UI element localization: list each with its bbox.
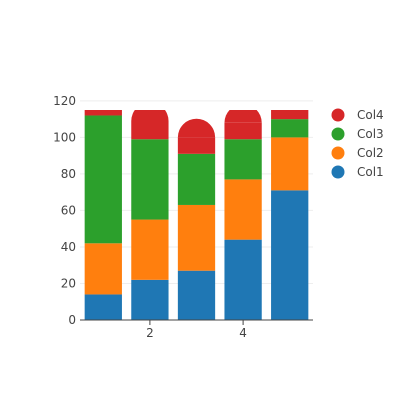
bar-col4-cap-2[interactable] <box>131 102 169 121</box>
legend-item-col2[interactable]: Col2 <box>331 146 384 160</box>
y-tick-label: 20 <box>61 276 76 290</box>
bar-col2-1[interactable] <box>84 243 122 295</box>
bar-col2-4[interactable] <box>224 179 262 240</box>
bar-col2-5[interactable] <box>271 137 309 191</box>
bar-col4-1[interactable] <box>84 94 122 116</box>
axes: 0 20 40 60 80 100 120 2 4 <box>53 94 313 340</box>
legend-item-col4[interactable]: Col4 <box>331 108 384 122</box>
bar-col1-3[interactable] <box>177 270 216 320</box>
legend-swatch <box>331 108 345 122</box>
bars <box>84 75 309 320</box>
legend-label: Col4 <box>357 108 384 122</box>
y-tick-label: 80 <box>61 167 76 181</box>
bar-col3-3[interactable] <box>177 153 216 205</box>
bar-col2-2[interactable] <box>131 219 169 280</box>
legend-swatch <box>331 165 345 179</box>
bar-col3-5[interactable] <box>271 119 309 138</box>
legend-label: Col3 <box>357 127 384 141</box>
y-tick-label: 40 <box>61 240 76 254</box>
legend-label: Col2 <box>357 146 384 160</box>
bar-col3-1[interactable] <box>84 115 122 244</box>
x-tick-label: 2 <box>146 326 154 340</box>
bar-col1-1[interactable] <box>84 294 122 320</box>
legend[interactable]: Col4 Col3 Col2 Col1 <box>331 108 384 179</box>
y-tick-label: 60 <box>61 203 76 217</box>
bar-col4-2[interactable] <box>131 120 169 140</box>
bar-col1-4[interactable] <box>224 239 262 320</box>
bar-col4-4[interactable] <box>224 122 262 140</box>
legend-swatch <box>331 146 345 160</box>
bar-col2-3[interactable] <box>177 204 216 271</box>
bar-col4-cap-4[interactable] <box>224 104 262 123</box>
bar-col1-2[interactable] <box>131 279 169 320</box>
legend-label: Col1 <box>357 165 384 179</box>
y-tick-label: 0 <box>68 313 76 327</box>
y-tick-label: 120 <box>53 94 76 108</box>
legend-item-col1[interactable]: Col1 <box>331 165 384 179</box>
bar-col4-5[interactable] <box>271 101 309 120</box>
legend-swatch <box>331 127 345 141</box>
bar-col3-2[interactable] <box>131 139 169 220</box>
bar-col1-5[interactable] <box>271 190 309 320</box>
x-tick-label: 4 <box>239 326 247 340</box>
legend-item-col3[interactable]: Col3 <box>331 127 384 141</box>
bar-col4-cap-5[interactable] <box>271 82 308 101</box>
bar-col3-4[interactable] <box>224 139 262 180</box>
bar-col4-3[interactable] <box>177 137 216 154</box>
bar-col4-cap-3[interactable] <box>177 118 216 138</box>
y-tick-label: 100 <box>53 130 76 144</box>
bar-col4-cap-1[interactable] <box>85 75 122 94</box>
